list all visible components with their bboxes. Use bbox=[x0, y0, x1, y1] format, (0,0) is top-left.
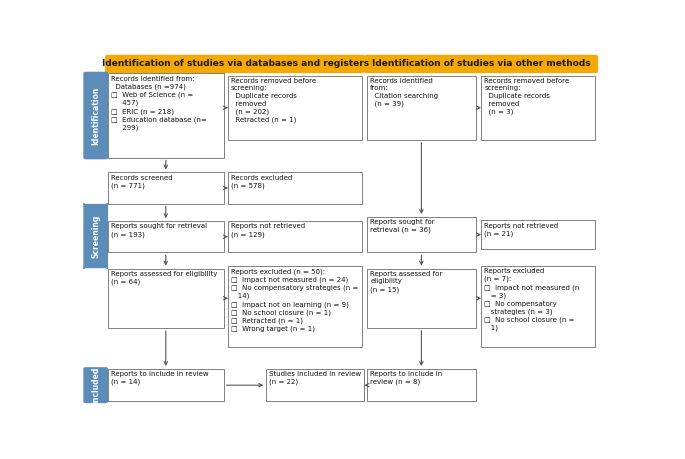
FancyBboxPatch shape bbox=[108, 173, 223, 203]
Text: Identification of studies via other methods: Identification of studies via other meth… bbox=[372, 59, 590, 68]
FancyBboxPatch shape bbox=[367, 217, 476, 252]
FancyBboxPatch shape bbox=[228, 221, 362, 252]
Text: Reports assessed for
eligibility
(n = 15): Reports assessed for eligibility (n = 15… bbox=[370, 271, 443, 293]
FancyBboxPatch shape bbox=[228, 173, 362, 203]
Text: Reports excluded
(n = 7):
□  Impact not measured (n
   = 3)
□  No compensatory
 : Reports excluded (n = 7): □ Impact not m… bbox=[484, 268, 580, 331]
FancyBboxPatch shape bbox=[228, 266, 362, 347]
Text: Reports not retrieved
(n = 129): Reports not retrieved (n = 129) bbox=[231, 224, 306, 238]
Text: Records excluded
(n = 578): Records excluded (n = 578) bbox=[231, 174, 292, 189]
FancyBboxPatch shape bbox=[108, 221, 223, 252]
FancyBboxPatch shape bbox=[367, 269, 476, 328]
Text: Records screened
(n = 771): Records screened (n = 771) bbox=[111, 174, 173, 189]
FancyBboxPatch shape bbox=[228, 76, 362, 140]
FancyBboxPatch shape bbox=[266, 369, 364, 402]
Text: Identification: Identification bbox=[91, 86, 100, 145]
Text: Screening: Screening bbox=[91, 214, 100, 257]
Text: Reports assessed for eligibility
(n = 64): Reports assessed for eligibility (n = 64… bbox=[111, 271, 217, 285]
FancyBboxPatch shape bbox=[367, 76, 476, 140]
Text: Records identified from:
  Databases (n =974)
□  Web of Science (n =
     457)
□: Records identified from: Databases (n =9… bbox=[111, 76, 207, 131]
FancyBboxPatch shape bbox=[108, 73, 223, 157]
Text: Records removed before
screening:
  Duplicate records
  removed
  (n = 202)
  Re: Records removed before screening: Duplic… bbox=[231, 78, 316, 123]
Text: Reports excluded (n = 50):
□  Impact not measured (n = 24)
□  No compensatory st: Reports excluded (n = 50): □ Impact not … bbox=[231, 268, 358, 332]
Text: Reports to include in review
(n = 14): Reports to include in review (n = 14) bbox=[111, 371, 209, 385]
Text: Included: Included bbox=[91, 366, 100, 404]
Text: Records removed before
screening:
  Duplicate records
  removed
  (n = 3): Records removed before screening: Duplic… bbox=[484, 78, 569, 115]
FancyBboxPatch shape bbox=[365, 56, 597, 73]
Text: Records identified
from:
  Citation searching
  (n = 39): Records identified from: Citation search… bbox=[370, 78, 438, 107]
FancyBboxPatch shape bbox=[84, 203, 108, 269]
Text: Studies included in review
(n = 22): Studies included in review (n = 22) bbox=[269, 371, 362, 385]
Text: Reports not retrieved
(n = 21): Reports not retrieved (n = 21) bbox=[484, 223, 558, 237]
FancyBboxPatch shape bbox=[481, 220, 595, 249]
FancyBboxPatch shape bbox=[84, 73, 108, 159]
FancyBboxPatch shape bbox=[367, 369, 476, 402]
Text: Reports sought for retrieval
(n = 193): Reports sought for retrieval (n = 193) bbox=[111, 224, 208, 238]
FancyBboxPatch shape bbox=[84, 368, 108, 403]
FancyBboxPatch shape bbox=[481, 76, 595, 140]
FancyBboxPatch shape bbox=[481, 266, 595, 347]
Text: Identification of studies via databases and registers: Identification of studies via databases … bbox=[101, 59, 369, 68]
FancyBboxPatch shape bbox=[105, 56, 364, 73]
Text: Reports sought for
retrieval (n = 36): Reports sought for retrieval (n = 36) bbox=[370, 219, 435, 233]
FancyBboxPatch shape bbox=[108, 269, 223, 328]
Text: Reports to include in
review (n = 8): Reports to include in review (n = 8) bbox=[370, 371, 443, 385]
FancyBboxPatch shape bbox=[108, 369, 223, 402]
